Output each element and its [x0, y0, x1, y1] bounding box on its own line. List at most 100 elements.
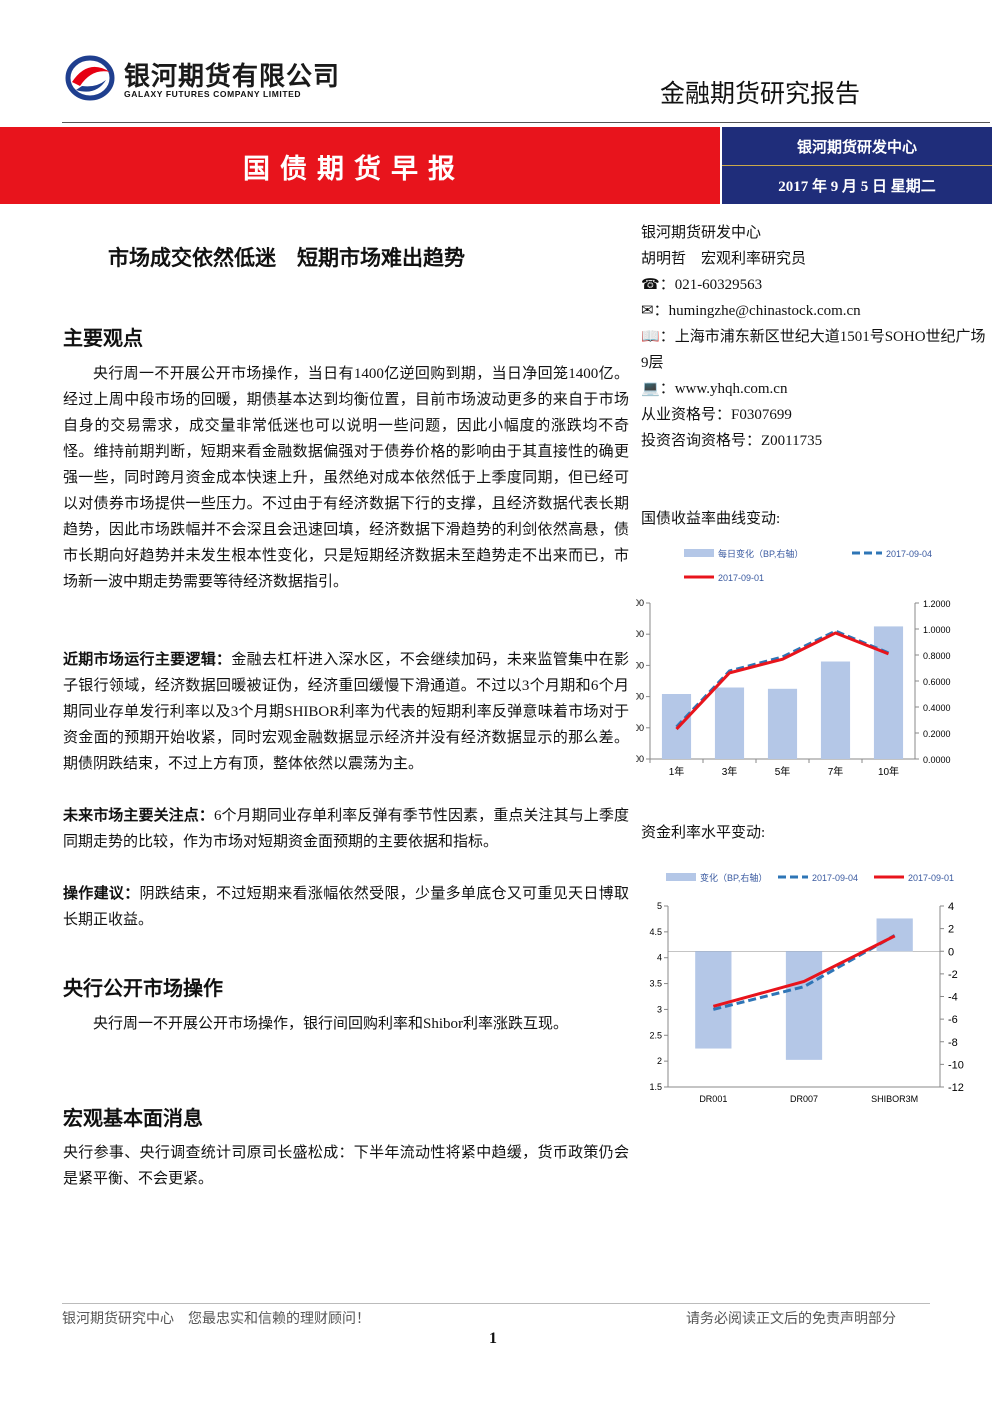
bar	[767, 688, 798, 759]
y2-tick-label: 1.0000	[923, 625, 951, 635]
text: 阴跌结束，不过短期来看涨幅依然受限，少量多单底仓又可重见天日博取长期正收益。	[63, 886, 629, 928]
y2-tick-label: 0.6000	[923, 677, 951, 687]
advice-paragraph: 操作建议：阴跌结束，不过短期来看涨幅依然受限，少量多单底仓又可重见天日博取长期正…	[63, 881, 629, 933]
page-number: 1	[489, 1330, 497, 1347]
analyst: 胡明哲 宏观利率研究员	[641, 246, 986, 272]
y-tick-label: 3.3000	[636, 754, 644, 764]
y2-tick-label: 4	[948, 901, 954, 913]
y2-tick-label: 0	[948, 946, 954, 958]
y-tick-label: 4.5	[649, 927, 662, 937]
x-tick-label: 3年	[722, 765, 738, 778]
legend-swatch	[684, 549, 714, 557]
banner-date: 2017 年 9 月 5 日 星期二	[778, 179, 936, 195]
x-tick-label: 7年	[828, 765, 844, 778]
y2-tick-label: -10	[948, 1059, 964, 1071]
y-tick-label: 3	[657, 1004, 662, 1014]
section-heading: 宏观基本面消息	[63, 1108, 203, 1130]
y-tick-label: 4	[657, 953, 662, 963]
legend-label: 2017-09-04	[812, 873, 858, 883]
paragraph: 央行参事、央行调查统计司原司长盛松成：下半年流动性将紧中趋缓，货币政策仍会是紧平…	[63, 1145, 629, 1187]
bar	[820, 661, 851, 759]
x-tick-label: SHIBOR3M	[871, 1094, 918, 1104]
website-url: ：www.yhqh.com.cn	[659, 381, 788, 397]
chart: 1.5 2 2.5 3 3.5 4 4.5 5 -12 -10 -8 -6 -4 -2 0 2 4 DR001 DR…	[649, 872, 964, 1104]
email: ✉：humingzhe@chinastock.com.cn	[641, 298, 986, 324]
banner-org: 银河期货研发中心	[796, 140, 917, 156]
footer-rule	[62, 1303, 930, 1304]
website: 💻：www.yhqh.com.cn	[641, 376, 986, 402]
chart-title: 国债收益率曲线变动:	[641, 511, 781, 527]
analyst-name: 胡明哲	[641, 251, 687, 267]
focus-paragraph: 未来市场主要关注点：6个月期同业存单利率反弹有季节性因素，重点关注其与上季度同期…	[63, 803, 629, 855]
y-tick-label: 3.5000	[636, 692, 644, 702]
y-tick-label: 3.8000	[636, 598, 644, 608]
text: 金融去杠杆进入深水区，不会继续加码，未来监管集中在影子银行领域，经济数据回暖被证…	[63, 652, 629, 772]
label: 未来市场主要关注点：	[63, 808, 214, 824]
header-rule	[62, 122, 990, 123]
consult-license: 投资咨询资格号：Z0011735	[641, 433, 823, 449]
x-tick-label: 1年	[669, 765, 685, 778]
company-name: 银河期货有限公司	[124, 61, 341, 91]
legend-label: 变化（BP,右轴）	[700, 872, 767, 883]
bar	[714, 687, 745, 759]
section-heading: 央行公开市场操作	[63, 978, 223, 1000]
legend-swatch	[666, 873, 696, 881]
headline: 市场成交依然低迷 短期市场难出趋势	[108, 246, 465, 270]
address-icon: 📖	[641, 329, 660, 345]
y2-tick-label: -6	[948, 1014, 958, 1026]
analyst-role: 宏观利率研究员	[701, 251, 807, 267]
y-tick-label: 2.5	[649, 1030, 662, 1040]
banner	[0, 127, 720, 204]
chart-title: 资金利率水平变动:	[641, 825, 766, 841]
banner-divider	[722, 165, 992, 166]
bar	[785, 951, 823, 1060]
banner-title: 国债期货早报	[243, 154, 465, 184]
email-address: ：humingzhe@chinastock.com.cn	[653, 303, 861, 319]
y-tick-label: 5	[657, 901, 662, 911]
address-text: ：上海市浦东新区世纪大道1501号SOHO世纪广场9层	[641, 329, 986, 371]
phone: ☎：021-60329563	[641, 272, 986, 298]
bar	[695, 951, 732, 1049]
y2-tick-label: -4	[948, 992, 958, 1004]
line	[675, 631, 890, 731]
y2-tick-label: 0.0000	[923, 755, 951, 765]
y-tick-label: 3.6000	[636, 660, 644, 670]
sidebar-org: 银河期货研发中心	[641, 225, 762, 241]
footer-right: 请务必阅读正文后的免责声明部分	[686, 1310, 896, 1326]
y-tick-label: 3.7000	[636, 629, 644, 639]
legend-label: 2017-09-01	[908, 873, 954, 883]
bar	[876, 918, 913, 952]
phone-number: ：021-60329563	[659, 277, 763, 293]
line	[712, 934, 896, 1008]
x-tick-label: DR001	[699, 1094, 727, 1104]
y2-tick-label: 0.8000	[923, 651, 951, 661]
y-tick-label: 1.5	[649, 1082, 662, 1092]
logo	[65, 55, 115, 101]
phone-icon: ☎	[641, 277, 660, 293]
email-icon: ✉	[641, 303, 654, 319]
web-icon: 💻	[641, 381, 660, 397]
x-tick-label: 10年	[878, 765, 899, 778]
legend-label: 每日变化（BP,右轴）	[718, 548, 803, 559]
label: 近期市场运行主要逻辑：	[63, 652, 232, 668]
y2-tick-label: -2	[948, 969, 958, 981]
section-heading: 主要观点	[63, 328, 143, 350]
y2-tick-label: 0.2000	[923, 729, 951, 739]
label: 操作建议：	[63, 886, 140, 902]
footer-left: 银河期货研究中心 您最忠实和信赖的理财顾问！	[62, 1310, 370, 1326]
chart: 3.3000 3.4000 3.5000 3.6000 3.7000 3.8000 0.00…	[636, 548, 951, 778]
y2-tick-label: -8	[948, 1037, 958, 1049]
paragraph: 央行周一不开展公开市场操作，当日有1400亿逆回购到期，当日净回笼1400亿。经…	[63, 366, 629, 590]
y2-tick-label: 2	[948, 924, 954, 936]
company-en: GALAXY FUTURES COMPANY LIMITED	[124, 89, 302, 99]
legend-label: 2017-09-01	[718, 573, 764, 583]
y-tick-label: 2	[657, 1056, 662, 1066]
x-tick-label: 5年	[775, 765, 791, 778]
y2-tick-label: 0.4000	[923, 703, 951, 713]
report-type: 金融期货研究报告	[660, 80, 861, 108]
y2-tick-label: 1.2000	[923, 599, 951, 609]
y-tick-label: 3.4000	[636, 723, 644, 733]
legend-label: 2017-09-04	[886, 549, 932, 559]
y-tick-label: 3.5	[649, 979, 662, 989]
